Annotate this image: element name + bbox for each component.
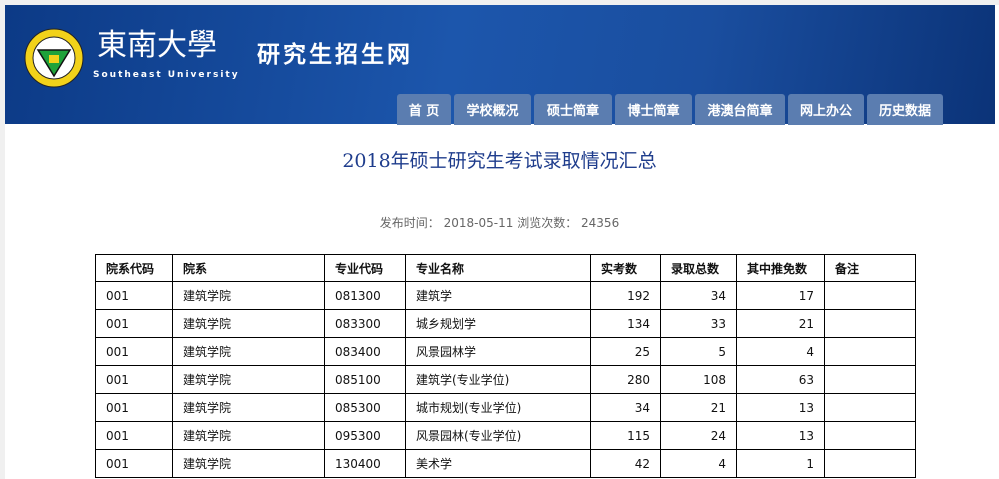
table-cell: 21 <box>736 309 825 338</box>
table-row: 001 建筑学院 085300 城市规划(专业学位) 34 21 13 <box>95 393 916 422</box>
table-cell: 081300 <box>324 281 406 310</box>
table-cell <box>824 281 916 310</box>
nav-online-office[interactable]: 网上办公 <box>788 94 864 125</box>
table-cell: 13 <box>736 393 825 422</box>
publish-date: 2018-05-11 <box>443 216 514 230</box>
table-cell: 115 <box>590 421 661 450</box>
table-cell: 4 <box>660 449 737 478</box>
table-row: 001 建筑学院 130400 美术学 42 4 1 <box>95 449 916 478</box>
table-cell: 1 <box>736 449 825 478</box>
table-cell: 108 <box>660 365 737 394</box>
table-cell: 风景园林(专业学位) <box>405 421 591 450</box>
table-cell: 建筑学(专业学位) <box>405 365 591 394</box>
column-header: 院系代码 <box>95 254 173 282</box>
nav-hk-macao-taiwan-brochure[interactable]: 港澳台简章 <box>695 94 785 125</box>
table-cell: 城乡规划学 <box>405 309 591 338</box>
column-header: 其中推免数 <box>736 254 825 282</box>
table-cell: 建筑学院 <box>172 337 325 366</box>
university-name-cn: 東南大學 <box>97 29 217 63</box>
table-cell <box>824 421 916 450</box>
table-cell <box>824 449 916 478</box>
site-header: 東南大學 Southeast University 研究生招生网 首 页 学校概… <box>5 5 995 125</box>
table-cell: 建筑学院 <box>172 365 325 394</box>
publish-label: 发布时间： <box>379 216 440 230</box>
table-cell: 24 <box>660 421 737 450</box>
table-cell: 34 <box>660 281 737 310</box>
table-row: 001 建筑学院 083400 风景园林学 25 5 4 <box>95 337 916 366</box>
university-name-en: Southeast University <box>93 70 240 80</box>
table-cell: 25 <box>590 337 661 366</box>
table-cell: 63 <box>736 365 825 394</box>
table-cell: 城市规划(专业学位) <box>405 393 591 422</box>
table-cell: 134 <box>590 309 661 338</box>
table-cell: 建筑学院 <box>172 309 325 338</box>
table-cell: 34 <box>590 393 661 422</box>
column-header: 院系 <box>172 254 325 282</box>
page-title: 2018年硕士研究生考试录取情况汇总 <box>342 150 657 172</box>
nav-master-brochure[interactable]: 硕士简章 <box>534 94 612 125</box>
table-cell: 4 <box>736 337 825 366</box>
views-label: 浏览次数： <box>517 216 578 230</box>
table-cell: 5 <box>660 337 737 366</box>
table-cell: 001 <box>95 281 173 310</box>
table-cell: 建筑学院 <box>172 449 325 478</box>
table-cell: 42 <box>590 449 661 478</box>
table-row: 001 建筑学院 085100 建筑学(专业学位) 280 108 63 <box>95 365 916 394</box>
column-header: 专业代码 <box>324 254 406 282</box>
left-strip <box>0 5 5 479</box>
table-cell: 095300 <box>324 421 406 450</box>
table-cell: 083300 <box>324 309 406 338</box>
top-strip <box>0 0 999 5</box>
column-header: 录取总数 <box>660 254 737 282</box>
table-cell: 建筑学 <box>405 281 591 310</box>
table-cell: 建筑学院 <box>172 393 325 422</box>
table-cell: 085300 <box>324 393 406 422</box>
table-cell: 13 <box>736 421 825 450</box>
views-count: 24356 <box>581 216 620 230</box>
table-cell: 083400 <box>324 337 406 366</box>
site-name: 研究生招生网 <box>257 42 413 68</box>
table-cell: 001 <box>95 421 173 450</box>
table-cell: 280 <box>590 365 661 394</box>
table-cell <box>824 393 916 422</box>
table-cell: 建筑学院 <box>172 421 325 450</box>
column-header: 备注 <box>824 254 916 282</box>
table-cell: 192 <box>590 281 661 310</box>
admission-table: 院系代码 院系 专业代码 专业名称 实考数 录取总数 其中推免数 备注 001 建筑学院 0813… <box>95 254 916 478</box>
table-cell: 33 <box>660 309 737 338</box>
table-cell: 001 <box>95 393 173 422</box>
table-cell: 17 <box>736 281 825 310</box>
table-cell: 130400 <box>324 449 406 478</box>
university-seal-icon[interactable] <box>24 28 84 88</box>
table-row: 001 建筑学院 081300 建筑学 192 34 17 <box>95 281 916 310</box>
nav-about[interactable]: 学校概况 <box>454 94 531 125</box>
table-cell: 建筑学院 <box>172 281 325 310</box>
table-header-row: 院系代码 院系 专业代码 专业名称 实考数 录取总数 其中推免数 备注 <box>95 254 916 282</box>
table-cell: 085100 <box>324 365 406 394</box>
column-header: 实考数 <box>590 254 661 282</box>
table-cell: 风景园林学 <box>405 337 591 366</box>
nav-home[interactable]: 首 页 <box>397 94 451 125</box>
table-cell: 21 <box>660 393 737 422</box>
table-row: 001 建筑学院 095300 风景园林(专业学位) 115 24 13 <box>95 421 916 450</box>
nav-phd-brochure[interactable]: 博士简章 <box>615 94 692 125</box>
table-cell: 美术学 <box>405 449 591 478</box>
main-nav: 首 页 学校概况 硕士简章 博士简章 港澳台简章 网上办公 历史数据 <box>397 94 943 125</box>
nav-history-data[interactable]: 历史数据 <box>867 94 943 125</box>
table-cell <box>824 309 916 338</box>
table-cell: 001 <box>95 337 173 366</box>
table-cell: 001 <box>95 449 173 478</box>
table-cell <box>824 365 916 394</box>
table-cell: 001 <box>95 309 173 338</box>
table-cell: 001 <box>95 365 173 394</box>
article-meta: 发布时间： 2018-05-11 浏览次数： 24356 <box>0 215 999 231</box>
table-row: 001 建筑学院 083300 城乡规划学 134 33 21 <box>95 309 916 338</box>
column-header: 专业名称 <box>405 254 591 282</box>
table-cell <box>824 337 916 366</box>
